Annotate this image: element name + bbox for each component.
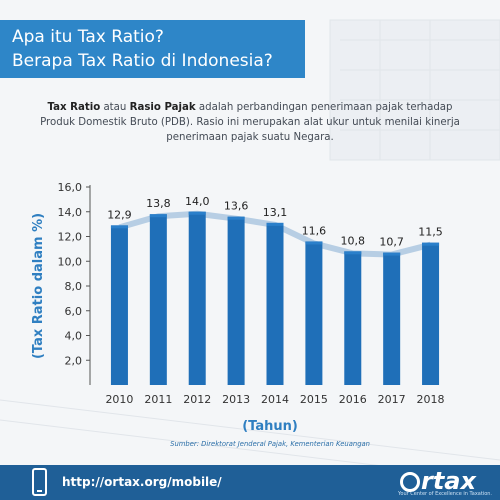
bar-cap-2012 xyxy=(188,211,206,215)
y-tick-label: 8,0 xyxy=(65,280,83,293)
bar-value-label: 13,6 xyxy=(224,200,249,213)
y-tick-label: 6,0 xyxy=(65,305,83,318)
title-banner: Apa itu Tax Ratio? Berapa Tax Ratio di I… xyxy=(0,20,305,78)
bar-cap-2018 xyxy=(422,242,440,246)
bar-2014 xyxy=(266,222,284,385)
logo-tagline: Your Center of Excellence in Taxation. xyxy=(398,491,493,497)
x-tick-label: 2010 xyxy=(105,393,133,406)
x-tick-label: 2018 xyxy=(417,393,445,406)
title-line-2: Berapa Tax Ratio di Indonesia? xyxy=(12,51,273,71)
intro-body: adalah perbandingan penerimaan pajak ter… xyxy=(40,102,460,143)
x-tick-label: 2011 xyxy=(144,393,172,406)
y-tick-label: 10,0 xyxy=(58,255,83,268)
source-note: Sumber: Direktorat Jenderal Pajak, Kemen… xyxy=(170,440,370,448)
bar-cap-2010 xyxy=(110,225,128,229)
title-line-1: Apa itu Tax Ratio? xyxy=(12,27,164,47)
bar-cap-2011 xyxy=(149,214,167,218)
logo-text: rtax xyxy=(421,467,476,495)
bar-2015 xyxy=(305,241,323,385)
bar-value-label: 10,7 xyxy=(379,236,404,249)
x-axis-title: (Tahun) xyxy=(242,419,298,434)
x-tick-label: 2013 xyxy=(222,393,250,406)
y-tick-label: 16,0 xyxy=(58,181,83,194)
y-tick-label: 4,0 xyxy=(65,330,83,343)
y-axis-title: (Tax Ratio dalam %) xyxy=(31,213,46,359)
bar-2013 xyxy=(227,216,245,385)
logo-o-ring xyxy=(400,472,420,492)
bar-cap-2015 xyxy=(305,241,323,245)
tax-ratio-bar-chart: 2,0 4,0 6,0 8,0 10,0 12,0 14,0 16,0 (Tax Ratio d… xyxy=(31,181,445,434)
ortax-logo: rtax xyxy=(400,467,476,495)
y-tick-label: 2,0 xyxy=(65,354,83,367)
y-tick-label: 14,0 xyxy=(58,206,83,219)
x-tick-label: 2015 xyxy=(300,393,328,406)
intro-term-rasio-pajak: Rasio Pajak xyxy=(129,102,196,113)
bar-cap-2013 xyxy=(227,216,245,220)
bar-value-label: 10,8 xyxy=(341,234,366,247)
bar-2010 xyxy=(110,225,128,385)
x-tick-label: 2017 xyxy=(378,393,406,406)
footer-url-link[interactable]: http://ortax.org/mobile/ xyxy=(62,475,222,489)
footer-bar: http://ortax.org/mobile/ rtax Your Cente… xyxy=(0,465,500,500)
bar-cap-2016 xyxy=(344,251,362,255)
mobile-phone-icon xyxy=(32,468,47,496)
x-tick-label: 2016 xyxy=(339,393,367,406)
y-tick-label: 12,0 xyxy=(58,231,83,244)
bar-2011 xyxy=(149,214,167,385)
intro-term-tax-ratio: Tax Ratio xyxy=(47,102,101,113)
bar-value-label: 11,5 xyxy=(418,226,443,239)
bar-cap-2017 xyxy=(383,252,401,256)
bar-value-label: 13,1 xyxy=(263,206,288,219)
intro-paragraph: Tax Ratio atau Rasio Pajak adalah perban… xyxy=(40,100,460,145)
bar-2017 xyxy=(383,252,401,385)
bar-cap-2014 xyxy=(266,222,284,226)
bar-2012 xyxy=(188,211,206,385)
bar-value-label: 11,6 xyxy=(302,224,327,237)
x-tick-label: 2012 xyxy=(183,393,211,406)
bar-value-label: 12,9 xyxy=(107,208,132,221)
bar-2016 xyxy=(344,251,362,385)
bar-value-label: 14,0 xyxy=(185,195,210,208)
intro-connector: atau xyxy=(100,102,130,113)
bar-value-label: 13,8 xyxy=(146,197,171,210)
bar-2018 xyxy=(422,242,440,385)
x-tick-label: 2014 xyxy=(261,393,289,406)
